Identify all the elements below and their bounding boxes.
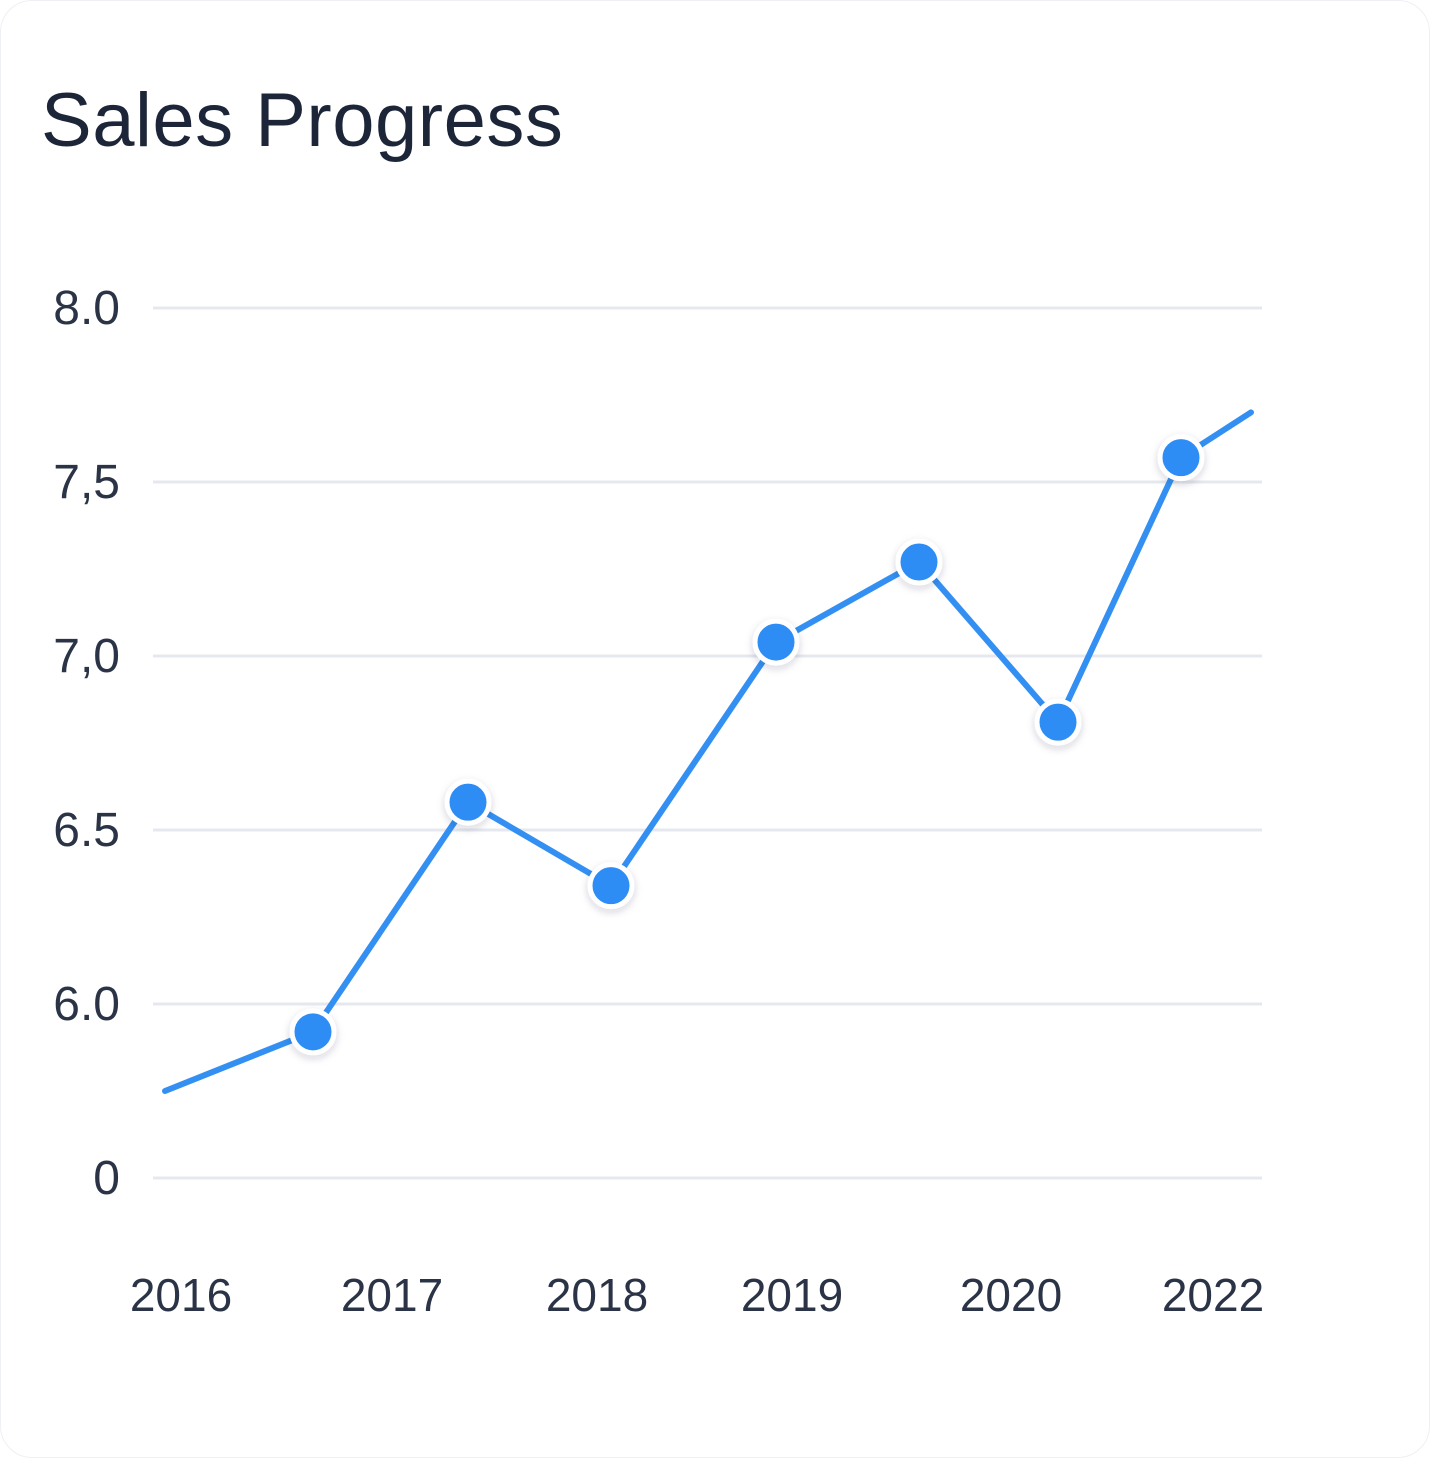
x-tick-label: 2018 [546,1269,648,1321]
x-tick-label: 2019 [741,1269,843,1321]
y-tick-label: 6.0 [53,978,120,1031]
data-point[interactable] [752,618,800,666]
data-point[interactable] [444,778,492,826]
series-line [162,409,1254,1094]
data-point[interactable] [1034,698,1082,746]
y-axis-tick-labels: 0 6.0 6.5 7,0 7,5 8.0 [53,282,120,1205]
x-axis-tick-labels: 2016 2017 2018 2019 2020 2022 [130,1269,1264,1321]
y-tick-label: 0 [93,1152,120,1205]
data-points [289,434,1205,1056]
x-tick-label: 2017 [341,1269,443,1321]
x-tick-label: 2022 [1162,1269,1264,1321]
data-point[interactable] [587,862,635,910]
y-tick-label: 7,5 [53,456,120,509]
gridlines [153,306,1262,1180]
y-tick-label: 8.0 [53,282,120,335]
y-tick-label: 7,0 [53,630,120,683]
chart-title: Sales Progress [41,78,564,163]
data-point[interactable] [895,538,943,586]
data-point[interactable] [289,1008,337,1056]
y-tick-label: 6.5 [53,804,120,857]
data-point[interactable] [1157,434,1205,482]
x-tick-label: 2016 [130,1269,232,1321]
x-tick-label: 2020 [960,1269,1062,1321]
